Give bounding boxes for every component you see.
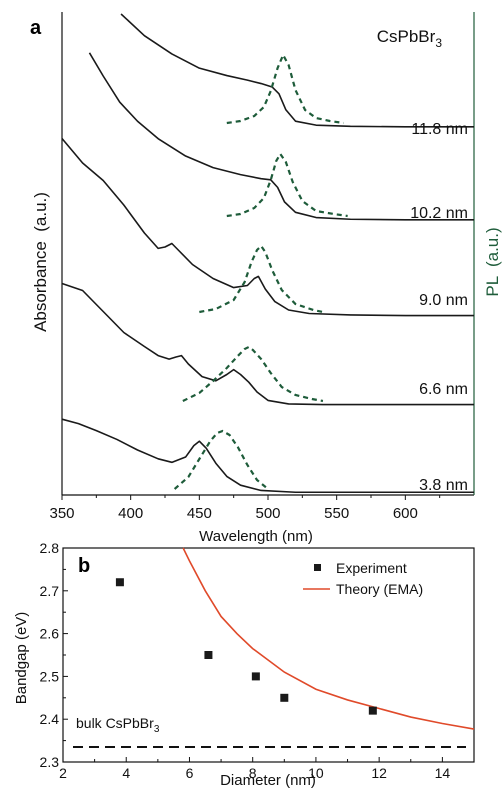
panel-b-legend: Experiment Theory (EMA): [303, 560, 423, 597]
panel-a-x-tick-label: 350: [49, 505, 74, 522]
panel-b-x-axis-label: Diameter (nm): [220, 772, 316, 789]
panel-a-x-tick-label: 450: [187, 505, 212, 522]
panel-a-axes: [61, 12, 475, 496]
absorbance-curve-6-6-nm: [61, 282, 474, 406]
experiment-point: [251, 672, 260, 681]
panel-b-x-tick-label: 4: [122, 765, 130, 781]
size-label-9-0-nm: 9.0 nm: [419, 292, 468, 309]
pl-curve-9-0-nm: [199, 244, 324, 314]
pl-curve-6-6-nm: [182, 345, 324, 403]
panel-b-data: [73, 547, 475, 749]
panel-a-size-labels: 11.8 nm 10.2 nm 9.0 nm 6.6 nm 3.8 nm: [410, 121, 468, 494]
bulk-label-main: bulk CsPbBr: [76, 715, 154, 731]
bulk-reference-label: bulk CsPbBr3: [76, 715, 160, 735]
panel-a-x-axis-label: Wavelength (nm): [199, 528, 313, 545]
panel-b-x-tick-label: 2: [59, 765, 67, 781]
panel-a-curves: [61, 13, 474, 494]
size-label-6-6-nm: 6.6 nm: [419, 381, 468, 398]
panel-a-y-axis-label-left: Absorbance (a.u.): [31, 192, 50, 332]
panel-a-title: CsPbBr3: [377, 27, 443, 50]
legend-theory-label: Theory (EMA): [336, 581, 423, 597]
experiment-point: [280, 693, 289, 702]
panel-b-y-tick-label: 2.7: [40, 583, 60, 599]
pl-curve-11-8-nm: [226, 52, 344, 125]
size-label-10-2-nm: 10.2 nm: [410, 205, 468, 222]
absorbance-curve-3-8-nm: [61, 418, 474, 494]
panel-a-title-sub: 3: [435, 36, 442, 50]
panel-b-label: b: [78, 555, 90, 577]
absorbance-curve-9-0-nm: [61, 137, 474, 317]
pl-curve-10-2-nm: [226, 151, 348, 218]
panel-a-title-main: CsPbBr: [377, 27, 436, 46]
theory-ema-curve: [182, 547, 475, 730]
panel-a-x-tick-label: 500: [255, 505, 280, 522]
experiment-point: [204, 651, 213, 659]
panel-b-y-tick-label: 2.8: [40, 540, 60, 556]
panel-b-y-tick-label: 2.5: [40, 668, 60, 684]
panel-a-x-tick-label: 550: [324, 505, 349, 522]
experiment-point: [368, 706, 377, 715]
panel-b-bandgap: b 2 4 6 8 10 12 14 2.3 2.4 2.5 2.6 2.7 2.8 Diameter …: [13, 540, 475, 789]
panel-b-x-tick-label: 8: [249, 765, 257, 781]
panel-b-x-tick-label: 12: [371, 765, 387, 781]
size-label-3-8-nm: 3.8 nm: [419, 477, 468, 494]
absorbance-curve-10-2-nm: [88, 52, 474, 221]
panel-b-y-tick-label: 2.3: [40, 754, 60, 770]
panel-a-x-tick-label: 600: [393, 505, 418, 522]
legend-experiment-label: Experiment: [336, 560, 407, 576]
panel-b-ticks: 2 4 6 8 10 12 14 2.3 2.4 2.5 2.6 2.7 2.8: [40, 540, 451, 781]
panel-b-x-tick-label: 6: [186, 765, 194, 781]
panel-b-x-tick-label: 14: [435, 765, 451, 781]
panel-b-x-tick-label: 10: [308, 765, 324, 781]
panel-a-y-axis-label-right: PL (a.u.): [483, 227, 502, 296]
panel-b-y-axis-label: Bandgap (eV): [13, 612, 30, 705]
size-label-11-8-nm: 11.8 nm: [411, 121, 468, 138]
panel-a-x-tick-label: 400: [118, 505, 143, 522]
pl-curve-3-8-nm: [173, 429, 269, 490]
legend-experiment-marker: [314, 564, 321, 571]
panel-a-absorbance-pl: a 350 400 450 500 550 600 11.8 nm 10.2 nm 9.0 n…: [30, 12, 502, 545]
panel-b-y-tick-label: 2.6: [40, 626, 60, 642]
panel-b-y-tick-label: 2.4: [40, 711, 60, 727]
panel-a-label: a: [30, 17, 42, 39]
panel-a-x-ticks: 350 400 450 500 550 600: [49, 495, 441, 522]
experiment-point: [115, 578, 124, 587]
bulk-label-sub: 3: [154, 724, 160, 735]
